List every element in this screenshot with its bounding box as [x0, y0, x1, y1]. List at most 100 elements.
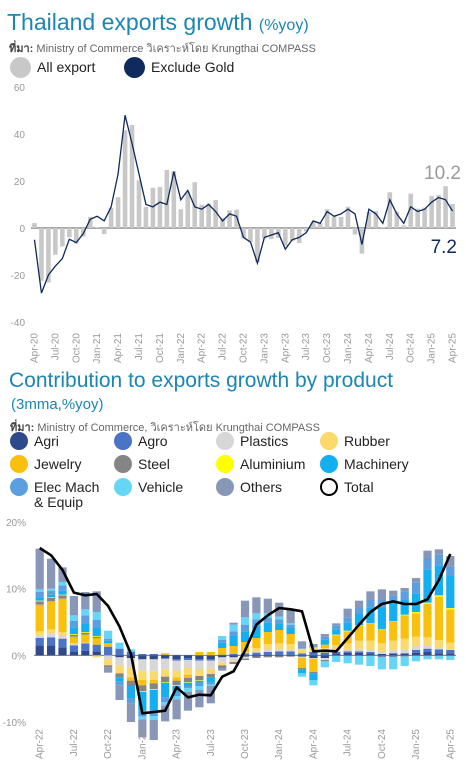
chart2-bar-agri-apr-23 — [172, 655, 181, 660]
chart2-xtick-label: Apr-22 — [35, 729, 46, 759]
chart2-bar-vehicle-aug-23 — [218, 636, 227, 640]
chart2-bar-machinery-nov-22 — [115, 677, 124, 682]
chart2-bar-plastics-apr-25 — [446, 649, 455, 650]
chart2-bar-steel-jun-22 — [58, 595, 67, 599]
chart2-bar-others-apr-25 — [446, 556, 455, 567]
chart2-bar-aluminium-jun-23 — [195, 680, 204, 681]
chart2-bar-agri-may-23 — [183, 655, 193, 658]
chart1-xtick-label: Jul-24 — [385, 333, 396, 361]
chart2-bar-agro-jan-25 — [411, 650, 421, 653]
chart2-bar-plastics-aug-24 — [354, 648, 364, 652]
chart2-bar-agro-may-22 — [47, 637, 56, 646]
chart2-bar-vehicle-aug-22 — [81, 609, 90, 616]
chart2-bar-jewelry-feb-24 — [286, 634, 295, 644]
chart1-bar-jun-24 — [380, 227, 386, 228]
chart1-bar-may-21 — [122, 130, 128, 228]
chart1-annotation-all-export: 10.2 — [424, 163, 461, 184]
chart2-bar-plastics-mar-23 — [161, 658, 170, 670]
chart2-bar-elec-mach-equip-may-24 — [320, 636, 329, 640]
chart2-bar-machinery-may-24 — [320, 639, 329, 645]
legend-aluminium: Aluminium — [216, 455, 305, 473]
chart2-bar-elec-mach-equip-apr-22 — [35, 592, 44, 598]
chart2-bar-rubber-jun-24 — [332, 645, 341, 651]
chart2-bar-agri-mar-24 — [297, 655, 307, 657]
chart2-bar-vehicle-apr-23 — [172, 696, 181, 700]
chart2-bar-steel-nov-24 — [389, 656, 398, 658]
chart2-bar-plastics-apr-24 — [309, 658, 318, 659]
chart2-bar-others-nov-24 — [389, 590, 398, 596]
chart2-bar-agro-dec-23 — [263, 652, 272, 656]
chart2-bar-machinery-feb-23 — [149, 690, 158, 710]
chart2-bar-jewelry-jul-23 — [206, 652, 215, 656]
chart2-source-text: Ministry of Commerce, วิเคราะห์โดย Krung… — [34, 422, 320, 434]
legend-total: Total — [320, 478, 374, 496]
chart2-ytick-label: 10% — [6, 585, 26, 596]
chart2-bar-rubber-apr-25 — [446, 642, 455, 650]
chart1-xtick-label: Jan-24 — [343, 333, 354, 364]
chart2-bar-jewelry-apr-24 — [309, 658, 318, 672]
chart2-bar-machinery-jan-24 — [275, 623, 284, 630]
chart2-bar-agri-nov-24 — [389, 653, 398, 656]
chart2-bar-agro-mar-23 — [161, 654, 170, 656]
chart1-bar-apr-20 — [32, 223, 37, 228]
chart2-bar-rubber-mar-24 — [297, 648, 307, 654]
chart2-bar-elec-mach-equip-jun-23 — [195, 682, 204, 686]
legend-agri: Agri — [10, 432, 59, 450]
chart2-bar-steel-oct-24 — [377, 656, 386, 658]
chart1-xtick-label: Apr-25 — [448, 333, 459, 363]
chart1-bar-may-24 — [373, 211, 379, 228]
chart2-bar-jewelry-jul-22 — [69, 636, 79, 644]
chart2-bar-plastics-jan-23 — [138, 659, 147, 671]
chart2-bar-elec-mach-equip-mar-23 — [161, 697, 170, 702]
chart2-bar-vehicle-jul-23 — [206, 684, 215, 686]
chart2-bar-aluminium-oct-24 — [377, 629, 386, 630]
chart2-bar-rubber-feb-25 — [423, 637, 432, 646]
chart2-bar-agro-jul-23 — [206, 659, 215, 661]
chart2-bar-elec-mach-equip-mar-24 — [297, 646, 307, 649]
chart2-bar-agri-apr-24 — [309, 655, 318, 658]
chart2-bar-agri-jan-24 — [275, 655, 284, 656]
chart2-bar-steel-oct-22 — [104, 665, 113, 668]
chart1-bar-jun-22 — [213, 200, 218, 228]
chart2-bar-machinery-aug-23 — [218, 642, 227, 648]
chart2-bar-jewelry-mar-23 — [161, 653, 170, 655]
chart2-bar-elec-mach-equip-nov-24 — [389, 595, 398, 603]
chart2-bar-elec-mach-equip-dec-22 — [126, 698, 136, 704]
chart1-bar-apr-22 — [199, 204, 204, 228]
chart2-xtick-label: Jan-24 — [274, 729, 285, 760]
chart1-xtick-label: Jan-23 — [259, 333, 270, 364]
chart1-bar-jun-23 — [296, 228, 302, 244]
chart2-bar-others-jan-24 — [275, 602, 284, 617]
chart2-bar-agri-nov-23 — [252, 655, 261, 657]
chart2-bar-steel-jan-23 — [138, 685, 147, 692]
chart2-bar-steel-dec-22 — [126, 680, 136, 686]
chart2-bar-vehicle-jan-25 — [411, 656, 421, 662]
chart2-ytick-label: 20% — [6, 518, 26, 529]
chart1-bar-dec-20 — [87, 216, 93, 228]
chart1-xtick-label: Jul-23 — [301, 333, 312, 361]
chart2-bar-agri-jul-24 — [343, 652, 352, 656]
chart2-bar-aluminium-feb-23 — [149, 689, 158, 690]
chart2-bar-agro-feb-25 — [423, 648, 432, 652]
chart2-bar-others-jun-23 — [195, 690, 204, 708]
chart1-bar-oct-22 — [241, 228, 246, 239]
chart2-bar-steel-nov-23 — [252, 656, 261, 658]
chart1-bar-dec-23 — [338, 216, 344, 228]
chart2-bar-steel-oct-23 — [240, 658, 250, 660]
chart2-bar-rubber-jul-23 — [206, 668, 215, 674]
chart2-bar-agri-apr-25 — [446, 653, 455, 656]
chart2-bar-elec-mach-equip-jun-22 — [58, 585, 67, 591]
chart2-xtick-label: Jul-22 — [69, 729, 80, 757]
chart1-bar-feb-22 — [185, 191, 191, 228]
chart2-bar-steel-jan-25 — [411, 655, 421, 656]
chart2-bar-aluminium-mar-23 — [161, 682, 170, 683]
chart2-bar-jewelry-sep-24 — [366, 624, 375, 641]
chart2-bar-plastics-sep-24 — [366, 650, 375, 652]
chart2-bar-steel-feb-24 — [286, 656, 295, 657]
chart2-bar-agro-apr-23 — [172, 659, 181, 661]
chart2-title: Contribution to exports growth by produc… — [9, 369, 394, 392]
chart2-bar-vehicle-oct-23 — [240, 617, 250, 625]
chart2-bar-jewelry-nov-23 — [252, 638, 261, 648]
chart2-bar-elec-mach-equip-may-23 — [183, 686, 193, 688]
